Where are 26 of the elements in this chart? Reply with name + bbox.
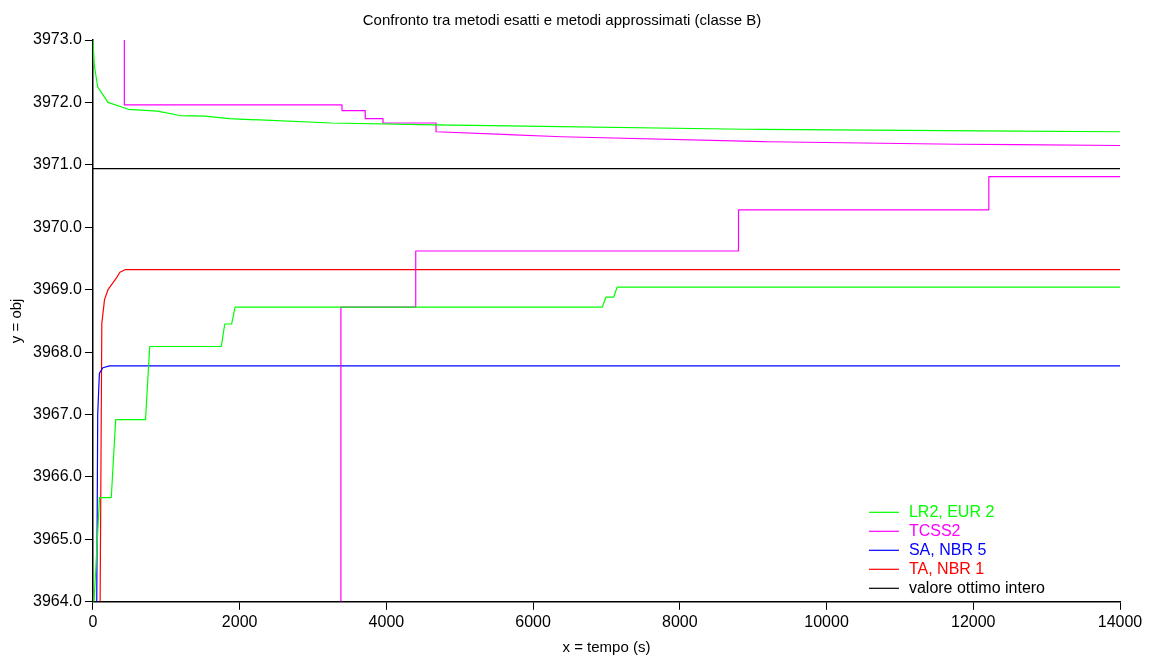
y-tick-label: 3972.0 <box>33 92 83 110</box>
chart-title: Confronto tra metodi esatti e metodi approssimati (classe B) <box>362 11 762 29</box>
x-tick-label: 10000 <box>804 612 849 630</box>
y-tick-label: 3969.0 <box>33 280 83 298</box>
x-tick-label: 0 <box>88 612 98 630</box>
y-tick-label: 3967.0 <box>33 404 83 422</box>
x-axis-title: x = tempo (s) <box>562 638 651 656</box>
y-tick-label: 3965.0 <box>33 529 83 547</box>
y-tick-label: 3970.0 <box>33 217 83 235</box>
y-tick-label: 3966.0 <box>33 467 83 485</box>
legend-label: SA, NBR 5 <box>908 540 987 558</box>
x-tick-label: 8000 <box>662 612 698 630</box>
legend-label: TA, NBR 1 <box>908 559 985 577</box>
y-axis-title: y = obj <box>7 298 25 344</box>
y-tick-label: 3964.0 <box>33 592 83 610</box>
x-tick-label: 14000 <box>1097 612 1143 630</box>
legend-label: LR2, EUR 2 <box>908 502 995 520</box>
y-tick-label: 3968.0 <box>33 342 83 360</box>
x-tick-label: 12000 <box>951 612 996 630</box>
x-tick-label: 4000 <box>368 612 405 630</box>
x-tick-label: 6000 <box>515 612 552 630</box>
legend-label: TCSS2 <box>908 521 961 539</box>
x-tick-label: 2000 <box>221 612 258 630</box>
legend-label: valore ottimo intero <box>908 578 1046 596</box>
y-tick-label: 3973.0 <box>33 30 83 48</box>
y-tick-label: 3971.0 <box>33 155 83 173</box>
